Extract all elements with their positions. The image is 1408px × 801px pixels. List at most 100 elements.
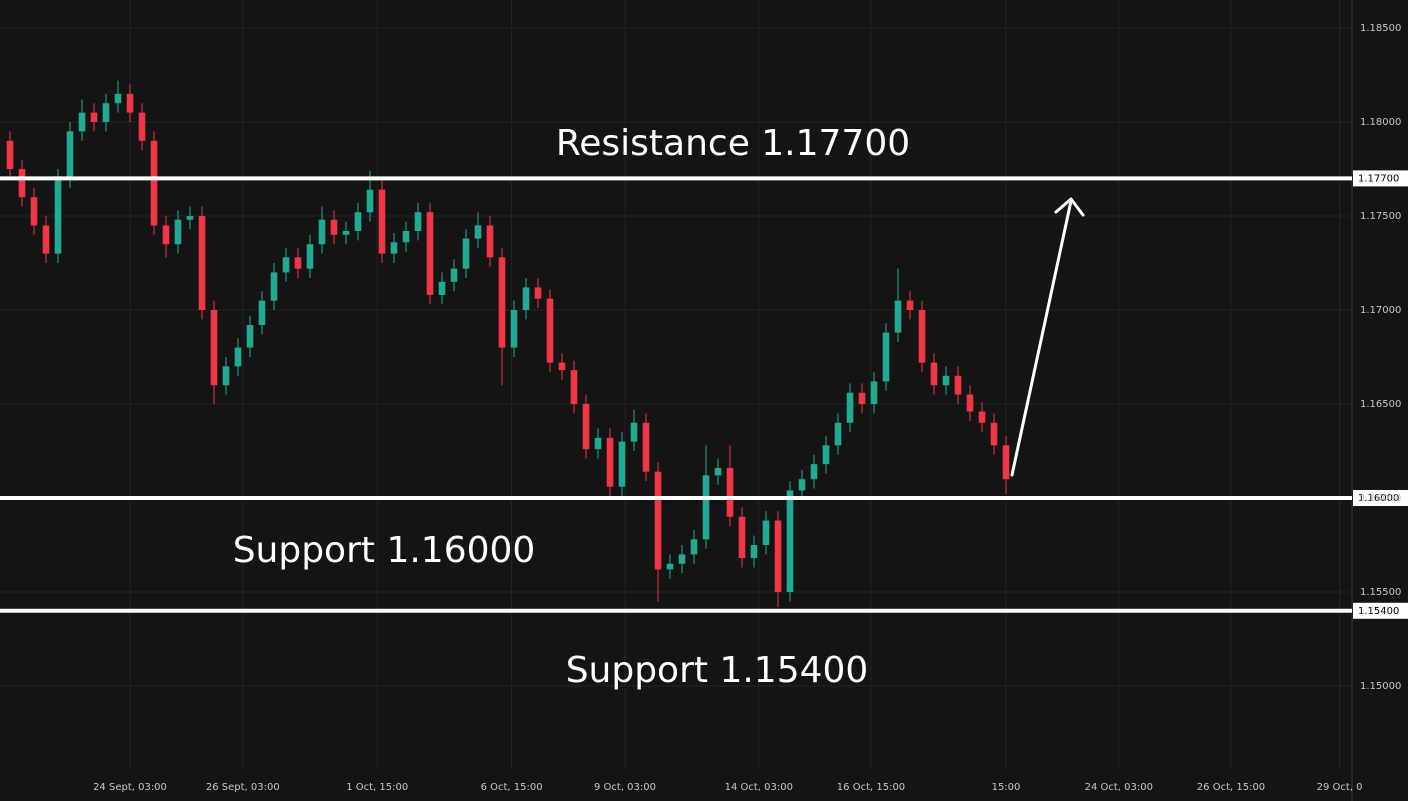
- candle-body: [90, 112, 98, 123]
- candle-body: [222, 366, 230, 386]
- candle-body: [618, 441, 626, 487]
- candle-body: [306, 244, 314, 269]
- candle-body: [978, 411, 986, 423]
- candle-body: [1002, 445, 1010, 480]
- candle-body: [534, 287, 542, 299]
- candle-body: [402, 231, 410, 243]
- candle-body: [282, 257, 290, 273]
- x-tick-label: 6 Oct, 15:00: [481, 782, 543, 793]
- candle-body: [462, 238, 470, 269]
- candle-body: [786, 490, 794, 592]
- candle-body: [666, 563, 674, 570]
- x-tick-label: 24 Oct, 03:00: [1085, 782, 1153, 793]
- candle-body: [930, 362, 938, 386]
- candle-body: [450, 268, 458, 282]
- candle-body: [798, 479, 806, 491]
- candle-body: [426, 212, 434, 295]
- candle-body: [378, 189, 386, 254]
- candle-body: [582, 403, 590, 450]
- candle-body: [354, 212, 362, 232]
- candle-body: [42, 225, 50, 254]
- candle-body: [990, 422, 998, 446]
- x-tick-label: 16 Oct, 15:00: [837, 782, 905, 793]
- x-tick-label: 26 Sept, 03:00: [206, 782, 280, 793]
- candle-body: [162, 225, 170, 245]
- candle-body: [366, 189, 374, 213]
- candle-body: [942, 375, 950, 386]
- candle-body: [702, 475, 710, 540]
- candle-body: [138, 112, 146, 141]
- candle-body: [690, 539, 698, 555]
- candle-body: [954, 375, 962, 395]
- candle-body: [198, 215, 206, 310]
- candle-body: [150, 140, 158, 226]
- candle-body: [822, 445, 830, 465]
- candle-body: [558, 362, 566, 371]
- candle-body: [846, 392, 854, 423]
- candle-body: [858, 392, 866, 404]
- x-tick-label: 26 Oct, 15:00: [1197, 782, 1265, 793]
- candle-body: [114, 93, 122, 104]
- candle-body: [834, 422, 842, 446]
- level-price-label: 1.16000: [1358, 493, 1399, 504]
- candle-body: [30, 197, 38, 226]
- level-price-box: [1353, 170, 1408, 187]
- candle-body: [270, 272, 278, 301]
- candle-body: [654, 471, 662, 570]
- x-tick-label: 9 Oct, 03:00: [594, 782, 656, 793]
- candle-body: [294, 257, 302, 269]
- levels: 1.17700 Resistance 1.17700 1.16000 Support …: [0, 123, 1408, 691]
- y-tick-label: 1.17500: [1360, 211, 1401, 222]
- level-price-label: 1.17700: [1358, 173, 1399, 184]
- candle-body: [762, 520, 770, 545]
- x-tick-label: 24 Sept, 03:00: [93, 782, 167, 793]
- arrow-shaft: [1010, 199, 1073, 477]
- candle-body: [714, 467, 722, 476]
- candle-body: [486, 225, 494, 258]
- candle-body: [570, 370, 578, 404]
- y-tick-label: 1.17000: [1360, 305, 1401, 316]
- candle-body: [258, 300, 266, 326]
- candle-body: [606, 437, 614, 487]
- candle-body: [54, 178, 62, 254]
- candle-body: [186, 215, 194, 220]
- level-annotation: Support 1.16000: [233, 530, 536, 571]
- candle-body: [246, 325, 254, 348]
- candle-body: [870, 381, 878, 404]
- candle-body: [474, 225, 482, 239]
- y-tick-label: 1.18000: [1360, 117, 1401, 128]
- candle-body: [438, 281, 446, 295]
- candle-body: [174, 219, 182, 245]
- candle-body: [630, 422, 638, 442]
- candle-body: [810, 464, 818, 480]
- candle-body: [342, 231, 350, 235]
- x-tick-label: 29 Oct, 0: [1317, 782, 1363, 793]
- candle-body: [642, 422, 650, 472]
- axes: 1.18500 1.18000 1.17500 1.17000 1.16500 1.160…: [93, 23, 1401, 793]
- candle-body: [918, 309, 926, 363]
- candle-body: [498, 257, 506, 348]
- y-tick-label: 1.16000: [1360, 493, 1401, 504]
- candle-body: [330, 219, 338, 235]
- candle-body: [882, 332, 890, 382]
- candle-body: [126, 93, 134, 113]
- candle-body: [546, 298, 554, 363]
- projection-arrow: [1010, 197, 1085, 477]
- candle-body: [774, 520, 782, 592]
- candle-body: [78, 112, 86, 132]
- x-tick-label: 15:00: [992, 782, 1021, 793]
- candle-body: [750, 544, 758, 559]
- level-price-box: [1353, 489, 1408, 506]
- candle-body: [966, 394, 974, 412]
- y-tick-label: 1.16500: [1360, 399, 1401, 410]
- candle-body: [210, 309, 218, 386]
- candle-body: [6, 140, 14, 170]
- candle-body: [906, 300, 914, 310]
- candle-body: [102, 103, 110, 123]
- candle-body: [594, 437, 602, 450]
- y-tick-label: 1.18500: [1360, 23, 1401, 34]
- level-price-label: 1.15400: [1358, 606, 1399, 617]
- candle-body: [414, 212, 422, 232]
- candle-body: [522, 287, 530, 310]
